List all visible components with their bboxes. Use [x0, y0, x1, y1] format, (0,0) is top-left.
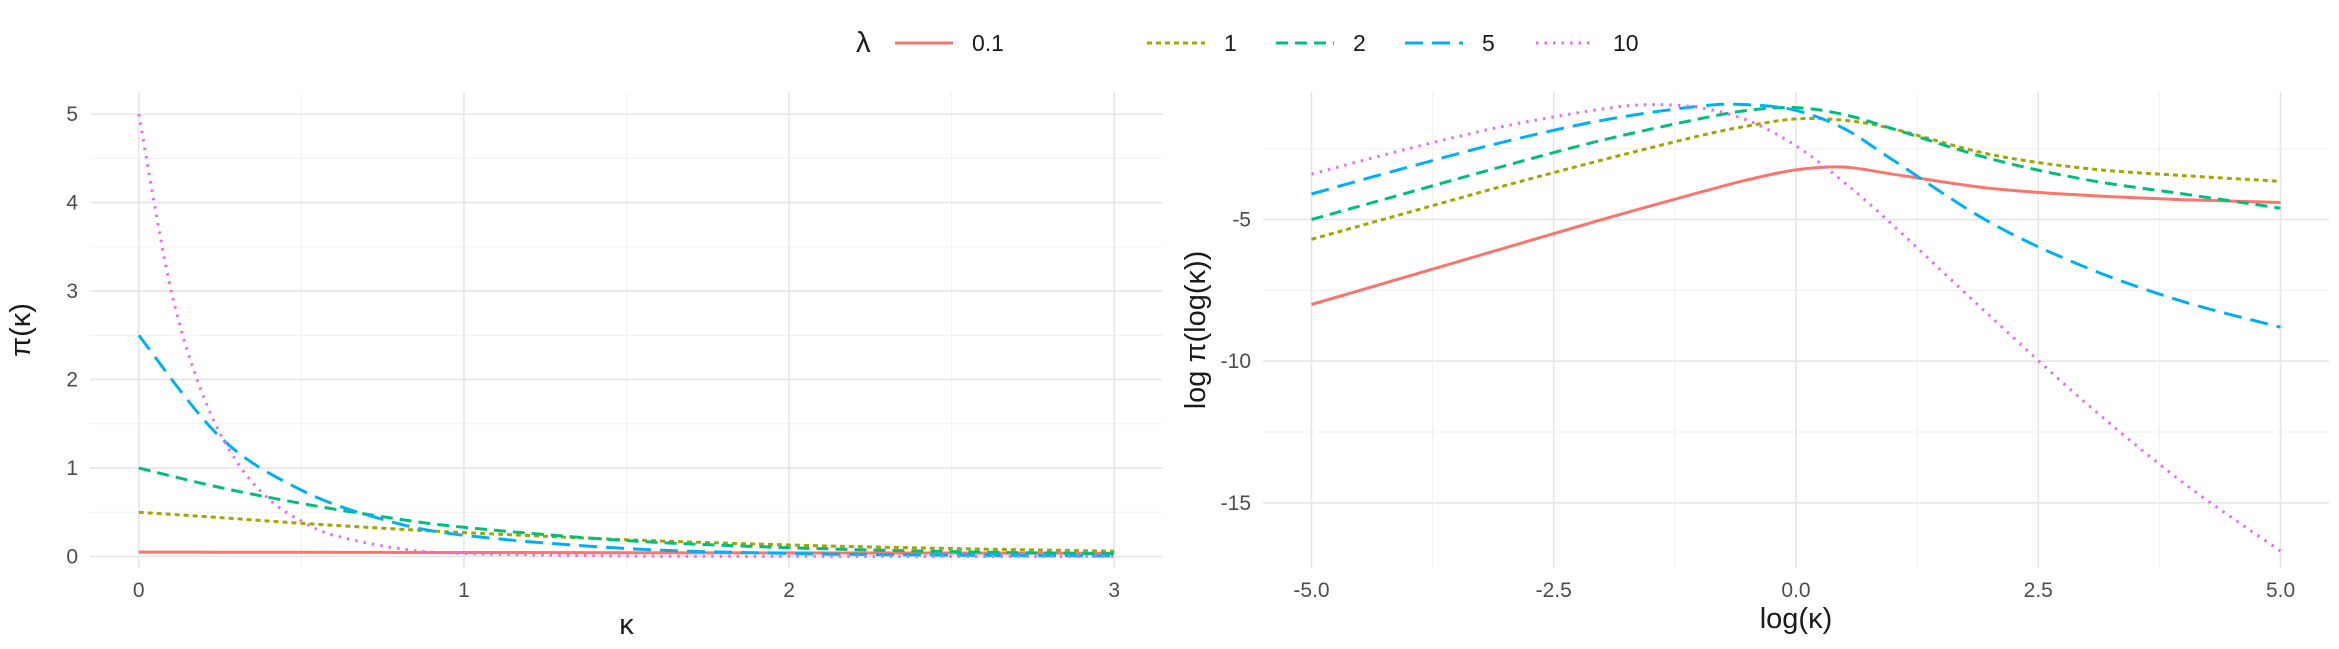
legend-label-2: 2	[1353, 30, 1366, 56]
legend-label-10: 10	[1613, 30, 1639, 56]
x-tick-label: 1	[458, 579, 470, 602]
legend-label-5: 5	[1482, 30, 1495, 56]
legend: λ 0.1 1 2 5 10	[856, 27, 1639, 59]
y-tick-label: 4	[66, 192, 78, 215]
y-tick-label: 5	[66, 103, 78, 126]
series-line-lambda-1	[138, 510, 1115, 553]
legend-entry-2: 2	[1276, 30, 1366, 56]
x-tick-label: 0	[133, 579, 145, 602]
y-axis-title: log π(log(κ))	[1180, 251, 1212, 410]
series-line-lambda-10	[1311, 103, 2282, 553]
y-tick-label: -15	[1221, 492, 1251, 515]
x-axis-title: log(κ)	[1760, 603, 1833, 635]
series-group	[137, 113, 1115, 558]
y-axis-title: π(κ)	[5, 303, 37, 357]
y-tick-label: 3	[66, 280, 78, 303]
y-tick-label: 2	[66, 369, 78, 392]
x-tick-label: 2.5	[2024, 579, 2053, 602]
legend-title: λ	[856, 27, 871, 59]
series-line-lambda-2	[1311, 105, 2281, 221]
x-tick-label: 5.0	[2266, 579, 2295, 602]
series-line-lambda-0.1	[1311, 165, 2281, 306]
y-tick-label: 1	[66, 457, 78, 480]
legend-entry-10: 10	[1536, 30, 1639, 56]
series-line-lambda-2	[138, 466, 1115, 556]
series-group	[1311, 102, 2282, 553]
series-line-lambda-5	[137, 334, 1115, 558]
legend-entry-5: 5	[1405, 30, 1495, 56]
x-tick-label: 0.0	[1781, 579, 1810, 602]
series-line-lambda-1	[1311, 117, 2281, 241]
right-panel: -5.0 -2.5 0.0 2.5 5.0 -5 -10 -15 log(κ) log π(log…	[1180, 92, 2329, 635]
series-line-lambda-5	[1311, 102, 2281, 329]
legend-label-1: 1	[1224, 30, 1237, 56]
x-tick-label: 3	[1108, 579, 1120, 602]
left-panel: 0 1 2 3 0 1 2 3 4 5 κ π(κ)	[5, 92, 1163, 641]
x-tick-label: -2.5	[1536, 579, 1572, 602]
x-tick-label: -5.0	[1293, 579, 1329, 602]
y-tick-label: -5	[1232, 209, 1251, 232]
x-tick-label: 2	[783, 579, 795, 602]
legend-entry-0.1: 0.1	[895, 30, 1004, 56]
legend-entry-1: 1	[1147, 30, 1237, 56]
x-axis-title: κ	[619, 609, 634, 641]
y-tick-label: 0	[66, 545, 78, 568]
grid	[90, 92, 1163, 568]
series-line-lambda-0.1	[138, 550, 1115, 555]
y-tick-label: -10	[1221, 350, 1251, 373]
legend-label-0.1: 0.1	[972, 30, 1004, 56]
